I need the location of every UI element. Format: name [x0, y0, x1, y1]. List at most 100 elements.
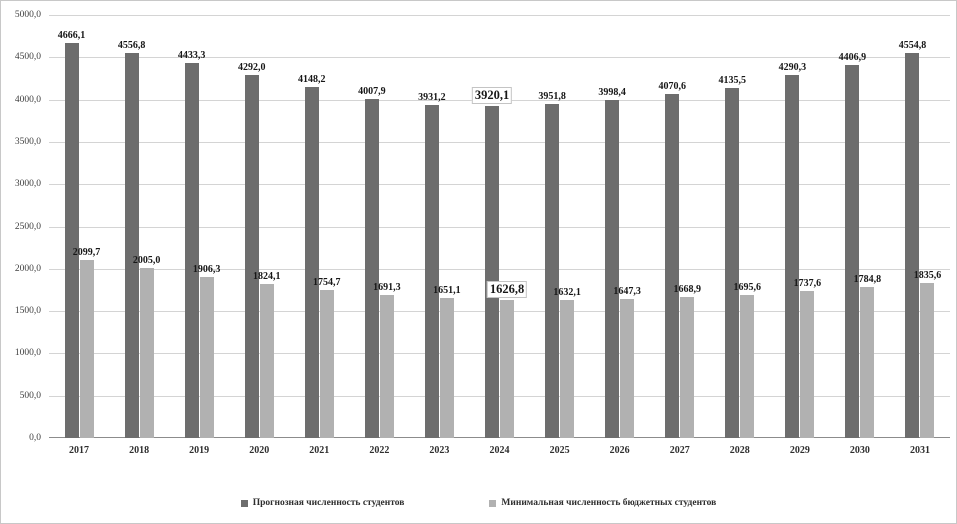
bar-value-label: 1647,3: [613, 285, 641, 297]
bar-value-label: 4148,2: [298, 74, 326, 86]
bar-value-label: 1906,3: [192, 263, 221, 275]
gridline: [49, 15, 950, 16]
bar-value-label: 4070,6: [658, 80, 686, 92]
bar-value-label: 4666,1: [57, 30, 86, 42]
bar-forecast-2020: [244, 74, 259, 438]
bar-forecast-2023: [424, 105, 439, 438]
bar-forecast-2019: [184, 62, 199, 438]
x-tick-label: 2031: [909, 445, 930, 456]
y-tick-label: 1500,0: [14, 306, 41, 317]
bar-minimum-2026: [620, 298, 635, 438]
x-tick-label: 2030: [849, 445, 870, 456]
legend-item: Минимальная численность бюджетных студен…: [489, 498, 716, 508]
y-tick-label: 4000,0: [14, 94, 41, 105]
x-tick-label: 2022: [369, 445, 390, 456]
bar-minimum-2019: [199, 276, 214, 438]
bar-value-label: 3951,8: [538, 90, 566, 102]
bar-forecast-2018: [124, 52, 139, 438]
bar-value-label: 2099,7: [72, 247, 101, 259]
plot-area: 4666,1 2099,7 4556,8 2005,0 4433,3 1906,3 4292…: [49, 15, 950, 438]
legend-item: Прогнозная численность студентов: [240, 498, 405, 508]
bar-value-label: 1632,1: [553, 286, 581, 298]
bar-forecast-2022: [364, 98, 379, 438]
gridline: [49, 184, 950, 186]
bar-value-label: 3998,4: [598, 86, 626, 98]
x-tick-label: 2025: [549, 445, 570, 456]
bar-value-label: 1626,8: [486, 281, 528, 299]
gridline: [49, 268, 950, 270]
bar-forecast-2024: [485, 106, 499, 438]
gridline: [49, 353, 950, 355]
legend-marker: [489, 499, 497, 507]
legend-marker: [240, 499, 248, 507]
bar-value-label: 4433,3: [177, 49, 206, 61]
bar-value-label: 1835,6: [913, 269, 942, 281]
bar-forecast-2028: [725, 88, 740, 438]
x-tick-label: 2020: [249, 445, 270, 456]
gridline: [49, 226, 950, 228]
bar-minimum-2031: [920, 282, 935, 438]
bar-value-label: 4556,8: [117, 39, 146, 51]
bar-forecast-2026: [605, 99, 620, 438]
y-tick-label: 3500,0: [14, 136, 41, 147]
gridline: [49, 141, 950, 143]
bar-value-label: 1691,3: [373, 281, 401, 293]
bar-minimum-2023: [439, 298, 454, 438]
x-tick-label: 2026: [609, 445, 630, 456]
bar-minimum-2029: [800, 291, 815, 438]
x-axis-line: [49, 437, 950, 438]
y-tick-label: 500,0: [19, 390, 41, 401]
bar-value-label: 4290,3: [778, 62, 807, 74]
bar-minimum-2030: [860, 287, 875, 438]
bar-value-label: 4007,9: [358, 85, 386, 97]
x-tick-label: 2023: [429, 445, 450, 456]
x-tick-label: 2021: [309, 445, 330, 456]
x-tick-label: 2018: [129, 445, 150, 456]
legend: Прогнозная численность студентов Минималь…: [1, 498, 956, 508]
x-tick-label: 2024: [489, 445, 510, 456]
gridline: [49, 57, 950, 59]
bar-forecast-2025: [545, 103, 560, 438]
y-tick-label: 0,0: [29, 433, 41, 443]
bar-forecast-2017: [64, 43, 79, 438]
bar-forecast-2030: [845, 65, 860, 438]
x-tick-label: 2017: [69, 445, 90, 456]
x-axis: 2017 2018 2019 2020 2021 2022 2023 2024 2025 2026…: [49, 445, 950, 463]
y-axis: 0,0 500,0 1000,0 1500,0 2000,0 2500,0 3000,0 35…: [1, 10, 45, 443]
x-tick-label: 2028: [729, 445, 750, 456]
x-tick-label: 2019: [189, 445, 210, 456]
legend-label: Минимальная численность бюджетных студен…: [501, 498, 717, 508]
bar-value-label: 4292,0: [237, 61, 266, 73]
bar-forecast-2021: [304, 87, 319, 438]
bar-forecast-2031: [905, 52, 920, 438]
bar-value-label: 1651,1: [433, 285, 461, 297]
bar-minimum-2020: [259, 283, 274, 438]
bar-value-label: 1737,6: [793, 278, 822, 289]
bar-value-label: 3931,2: [418, 92, 446, 104]
bar-value-label: 1784,8: [853, 274, 882, 286]
bar-minimum-2022: [379, 294, 394, 438]
bar-value-label: 1824,1: [252, 270, 281, 282]
y-tick-label: 3000,0: [14, 179, 41, 190]
y-tick-label: 2000,0: [14, 263, 41, 274]
gridline: [49, 311, 950, 313]
bar-value-label: 4135,5: [718, 75, 747, 87]
bar-minimum-2025: [560, 299, 575, 438]
y-tick-label: 4500,0: [14, 52, 41, 63]
bar-value-label: 4406,9: [838, 52, 867, 64]
bar-minimum-2028: [740, 294, 755, 438]
y-tick-label: 2500,0: [14, 221, 41, 232]
bar-forecast-2029: [785, 75, 800, 438]
bar-value-label: 1754,7: [313, 276, 341, 288]
x-tick-label: 2029: [789, 445, 810, 456]
y-tick-label: 1000,0: [14, 348, 41, 359]
x-tick-label: 2027: [669, 445, 690, 456]
bar-minimum-2021: [319, 289, 334, 438]
bar-value-label: 1668,9: [673, 283, 701, 295]
bar-value-label: 1695,6: [733, 281, 762, 293]
bar-minimum-2027: [680, 296, 695, 438]
legend-label: Прогнозная численность студентов: [252, 498, 405, 508]
bar-minimum-2017: [79, 260, 94, 438]
bar-minimum-2018: [139, 268, 154, 438]
